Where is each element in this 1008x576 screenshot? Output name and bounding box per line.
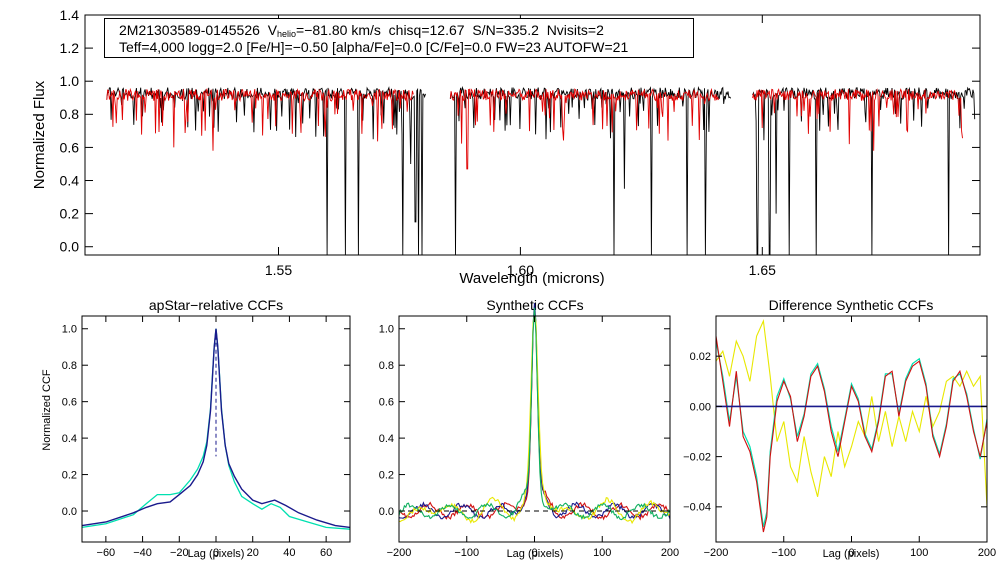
x-tick-label: 200 — [661, 547, 679, 559]
y-tick-label: 0.4 — [62, 433, 77, 445]
x-tick-label: 0 — [213, 547, 219, 559]
x-tick-label: −100 — [771, 547, 796, 559]
x-tick-label: 200 — [978, 547, 996, 559]
x-tick-label: −60 — [97, 547, 116, 559]
y-tick-label: 0.00 — [690, 401, 711, 413]
star-info-box: 2M21303589-0145526 Vhelio=−81.80 km/s ch… — [104, 18, 694, 58]
y-tick-label: 0.6 — [379, 397, 394, 409]
y-tick-label: 1.4 — [60, 7, 80, 23]
apstar-ccf-ticks: −60 −40 −20 0 20 40 60 0.0 0.2 0.4 0.6 0.8 1.0 — [62, 316, 350, 559]
x-tick-label: −40 — [133, 547, 152, 559]
apstar-ccf-title: apStar−relative CCFs — [149, 297, 283, 313]
x-tick-label: −200 — [704, 547, 729, 559]
synthetic-ccf-x-label: Lag (pixels) — [507, 548, 564, 560]
x-tick-label: 100 — [593, 547, 611, 559]
vhelio-subscript: helio — [277, 29, 297, 39]
difference-ccf-title: Difference Synthetic CCFs — [769, 297, 934, 313]
vhelio-label: V — [267, 22, 278, 38]
y-tick-label: 0.6 — [62, 397, 77, 409]
x-tick-label: −20 — [170, 547, 189, 559]
y-tick-label: 0.0 — [379, 506, 394, 518]
x-tick-label: 60 — [320, 547, 332, 559]
x-tick-label: 40 — [283, 547, 295, 559]
ccf-series-ccf_yellow — [715, 318, 988, 507]
chisq-value: chisq=12.67 — [388, 22, 465, 38]
model-spectrum-chip-3 — [752, 88, 963, 151]
snr-value: S/N=335.2 — [472, 22, 539, 38]
difference-ccf-plot-area — [715, 318, 988, 533]
y-tick-label: 0.02 — [690, 351, 711, 363]
x-tick-label: −200 — [387, 547, 412, 559]
synthetic-ccf-ticks: −200 −100 0 100 200 0.0 0.2 0.4 0.6 0.8 1.0 — [379, 316, 679, 559]
y-tick-label: 1.2 — [60, 40, 80, 56]
difference-ccf-panel: Difference Synthetic CCFs −200 −100 0 100 20… — [683, 297, 996, 560]
model-spectrum-chip-2 — [449, 87, 719, 170]
difference-ccf-x-label: Lag (pixels) — [823, 548, 880, 560]
y-tick-label: 0.0 — [62, 506, 77, 518]
y-tick-label: 0.8 — [60, 106, 80, 122]
y-tick-label: 0.4 — [60, 172, 80, 188]
difference-ccf-ticks: −200 −100 0 100 200 −0.04 −0.02 0.00 0.02 — [683, 316, 996, 559]
y-tick-label: 0.2 — [60, 206, 80, 222]
y-tick-label: 0.0 — [60, 239, 80, 255]
nvisits-value: Nvisits=2 — [546, 22, 604, 38]
y-tick-label: 1.0 — [62, 324, 77, 336]
x-tick-label: 100 — [910, 547, 928, 559]
star-params-line: Teff=4,000 logg=2.0 [Fe/H]=−0.50 [alpha/… — [119, 39, 629, 55]
spectrum-panel: 1.55 1.60 1.65 0.0 0.2 0.4 0.6 0.8 1.0 1.2 1.4 Wav… — [31, 7, 981, 287]
spectrum-y-label: Normalized Flux — [31, 80, 48, 189]
apstar-ccf-y-label: Normalized CCF — [41, 369, 53, 451]
ccf-series-ccf_red — [715, 336, 988, 533]
spectrum-ticks: 1.55 1.60 1.65 0.0 0.2 0.4 0.6 0.8 1.0 1.2 1.4 — [60, 7, 980, 278]
y-tick-label: 0.8 — [62, 360, 77, 372]
vhelio-value: =−81.80 km/s — [296, 22, 381, 38]
y-tick-label: 0.8 — [379, 360, 394, 372]
y-tick-label: 1.0 — [60, 73, 80, 89]
x-tick-label: 20 — [247, 547, 259, 559]
x-tick-label: 1.60 — [507, 262, 534, 278]
y-tick-label: 0.6 — [60, 139, 80, 155]
apstar-ccf-panel: apStar−relative CCFs −60 −40 −20 0 20 40 60 0.0… — [41, 297, 351, 560]
x-tick-label: 0 — [531, 547, 537, 559]
star-info-line-1: 2M21303589-0145526 Vhelio=−81.80 km/s ch… — [119, 22, 604, 42]
y-tick-label: 0.2 — [62, 469, 77, 481]
spectrum-axes-frame — [84, 14, 981, 256]
y-tick-label: −0.04 — [683, 502, 711, 514]
apstar-ccf-x-label: Lag (pixels) — [188, 548, 245, 560]
x-tick-label: 1.55 — [265, 262, 292, 278]
y-tick-label: 0.4 — [379, 433, 394, 445]
spectrum-x-label: Wavelength (microns) — [459, 270, 604, 287]
x-tick-label: −100 — [454, 547, 479, 559]
y-tick-label: 0.2 — [379, 469, 394, 481]
model-spectrum-chip-1 — [106, 87, 414, 151]
x-tick-label: 0 — [848, 547, 854, 559]
star-id: 2M21303589-0145526 — [119, 22, 260, 38]
x-tick-label: 1.65 — [749, 262, 776, 278]
synthetic-ccf-panel: Synthetic CCFs −200 −100 0 100 2000.00.20.40… — [379, 297, 679, 560]
synthetic-ccf-plot-area — [398, 303, 671, 525]
ccf-series-ccf_navy — [81, 328, 351, 529]
y-tick-label: 1.0 — [379, 324, 394, 336]
ccf-series-ccf_green — [398, 307, 671, 521]
y-tick-label: −0.02 — [683, 451, 711, 463]
spectrum-plot-area — [106, 85, 976, 256]
apstar-ccf-plot-area — [81, 328, 351, 530]
